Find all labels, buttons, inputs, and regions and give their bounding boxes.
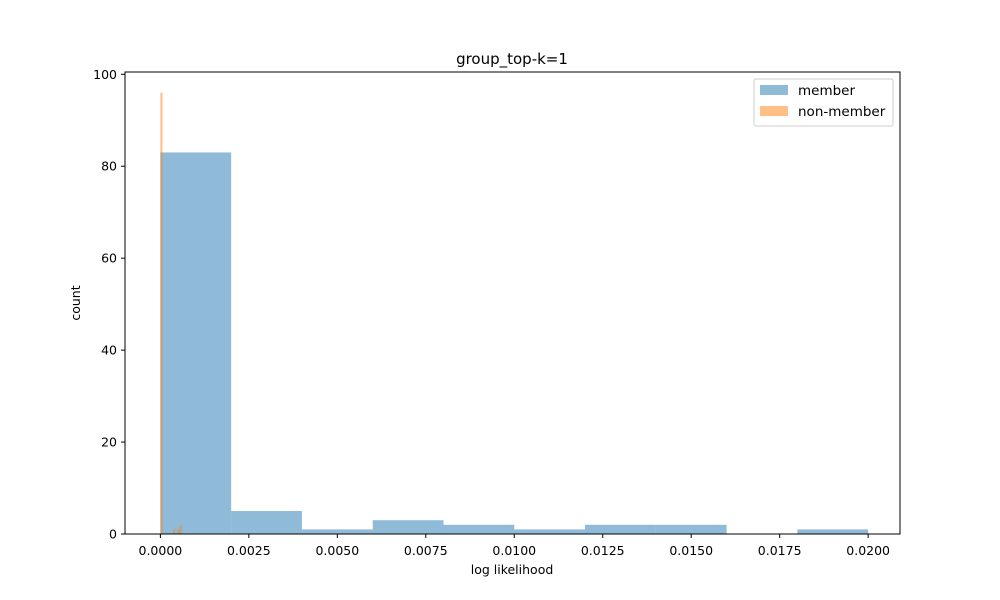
bar-non-member-6 (173, 529, 176, 534)
y-axis-ticks: 0 20 40 60 80 100 (93, 67, 125, 542)
legend-swatch-non-member (760, 106, 788, 116)
y-tick-label: 40 (101, 343, 117, 358)
x-tick-label: 0.0025 (227, 543, 271, 558)
chart-title: group_top-k=1 (456, 50, 568, 69)
x-tick-label: 0.0050 (315, 543, 359, 558)
bar-member-0 (160, 152, 232, 534)
y-axis-label: count (68, 285, 83, 320)
x-tick-label: 0.0125 (581, 543, 625, 558)
y-tick-label: 0 (109, 527, 117, 542)
y-tick-label: 60 (101, 251, 117, 266)
bar-non-member-0 (160, 92, 163, 534)
x-tick-label: 0.0150 (669, 543, 713, 558)
legend-swatch-member (760, 85, 788, 95)
bar-member-4 (443, 524, 515, 534)
x-tick-label: 0.0175 (758, 543, 802, 558)
x-tick-label: 0.0075 (404, 543, 448, 558)
bar-member-6 (585, 524, 656, 534)
histogram-bars (160, 92, 869, 534)
legend: member non-member (753, 78, 894, 127)
x-tick-label: 0.0000 (139, 543, 183, 558)
y-tick-label: 80 (101, 159, 117, 174)
x-tick-label: 0.0200 (846, 543, 890, 558)
bar-member-7 (655, 524, 727, 534)
bar-member-2 (301, 529, 373, 534)
legend-label-member: member (798, 83, 855, 99)
x-axis-ticks: 0.0000 0.0025 0.0050 0.0075 0.0100 0.0125 0.01… (139, 534, 890, 558)
bar-member-9 (797, 529, 869, 534)
plot-frame (124, 71, 901, 535)
x-tick-label: 0.0100 (492, 543, 536, 558)
y-tick-label: 20 (101, 435, 117, 450)
bar-member-1 (231, 511, 302, 534)
bar-member-5 (514, 529, 586, 534)
legend-box (753, 78, 894, 127)
y-tick-label: 100 (93, 67, 117, 82)
bar-non-member-8 (177, 529, 180, 534)
bar-member-3 (372, 520, 444, 534)
bar-non-member-9 (179, 524, 182, 534)
legend-label-non-member: non-member (798, 104, 886, 120)
x-axis-label: log likelihood (471, 562, 554, 577)
